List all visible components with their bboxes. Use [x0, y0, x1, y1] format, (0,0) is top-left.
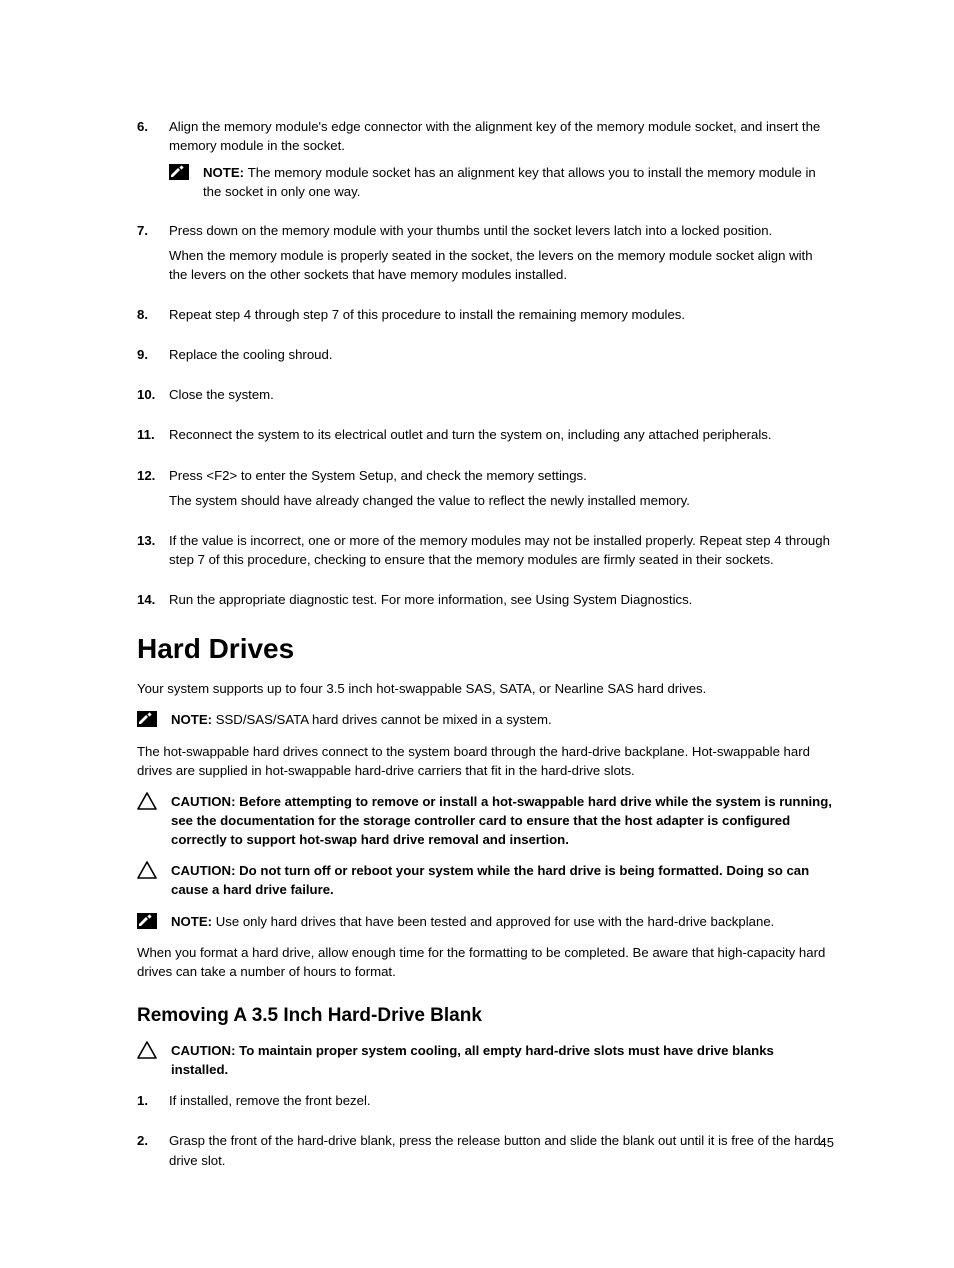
step-para: Repeat step 4 through step 7 of this pro… — [169, 305, 834, 324]
step-para: Grasp the front of the hard-drive blank,… — [169, 1131, 834, 1169]
step-number: 10. — [137, 385, 169, 410]
step-para: Run the appropriate diagnostic test. For… — [169, 590, 834, 609]
hd-intro-para: Your system supports up to four 3.5 inch… — [137, 679, 834, 698]
step-body: Press <F2> to enter the System Setup, an… — [169, 466, 834, 516]
note-icon — [169, 164, 189, 180]
step-body: Align the memory module's edge connector… — [169, 117, 834, 206]
step-item: 13.If the value is incorrect, one or mor… — [137, 531, 834, 575]
step-para: Reconnect the system to its electrical o… — [169, 425, 834, 444]
section-title-hard-drives: Hard Drives — [137, 633, 834, 665]
step-para: Close the system. — [169, 385, 834, 404]
note-icon — [137, 710, 157, 728]
caution-icon — [137, 792, 157, 810]
note-label: NOTE: — [171, 712, 216, 727]
step-note: NOTE: The memory module socket has an al… — [169, 163, 834, 201]
step-para: The system should have already changed t… — [169, 491, 834, 510]
subsection-title-removing-blank: Removing A 3.5 Inch Hard-Drive Blank — [137, 1005, 834, 1027]
hd-caution-1: CAUTION: Before attempting to remove or … — [137, 792, 834, 849]
step-para: Align the memory module's edge connector… — [169, 117, 834, 155]
step-body: Run the appropriate diagnostic test. For… — [169, 590, 834, 615]
step-item: 1.If installed, remove the front bezel. — [137, 1091, 834, 1116]
caution-label: CAUTION: — [171, 794, 239, 809]
step-para: Press down on the memory module with you… — [169, 221, 834, 240]
sub-caution: CAUTION: To maintain proper system cooli… — [137, 1041, 834, 1079]
step-item: 2.Grasp the front of the hard-drive blan… — [137, 1131, 834, 1175]
step-body: If the value is incorrect, one or more o… — [169, 531, 834, 575]
step-item: 8.Repeat step 4 through step 7 of this p… — [137, 305, 834, 330]
caution-label: CAUTION: — [171, 863, 239, 878]
step-body: Grasp the front of the hard-drive blank,… — [169, 1131, 834, 1175]
hd-note-2: NOTE: Use only hard drives that have bee… — [137, 912, 834, 931]
step-item: 12.Press <F2> to enter the System Setup,… — [137, 466, 834, 516]
step-body: Replace the cooling shroud. — [169, 345, 834, 370]
caution-icon — [137, 861, 157, 879]
step-item: 7.Press down on the memory module with y… — [137, 221, 834, 290]
step-item: 6.Align the memory module's edge connect… — [137, 117, 834, 206]
step-number: 9. — [137, 345, 169, 370]
step-number: 14. — [137, 590, 169, 615]
step-body: Close the system. — [169, 385, 834, 410]
step-para: If installed, remove the front bezel. — [169, 1091, 834, 1110]
step-para: Replace the cooling shroud. — [169, 345, 834, 364]
step-item: 14.Run the appropriate diagnostic test. … — [137, 590, 834, 615]
hd-caution-2: CAUTION: Do not turn off or reboot your … — [137, 861, 834, 899]
step-number: 13. — [137, 531, 169, 575]
caution-label: CAUTION: — [171, 1043, 239, 1058]
step-para: When the memory module is properly seate… — [169, 246, 834, 284]
note-icon — [137, 912, 157, 930]
caution-text: Do not turn off or reboot your system wh… — [171, 863, 809, 897]
hd-para-format: When you format a hard drive, allow enou… — [137, 943, 834, 981]
step-body: If installed, remove the front bezel. — [169, 1091, 834, 1116]
hd-para-backplane: The hot-swappable hard drives connect to… — [137, 742, 834, 780]
step-body: Reconnect the system to its electrical o… — [169, 425, 834, 450]
memory-install-steps: 6.Align the memory module's edge connect… — [137, 117, 834, 615]
note-label: NOTE: — [171, 914, 216, 929]
note-label: NOTE: — [203, 165, 248, 180]
note-text: Use only hard drives that have been test… — [216, 914, 775, 929]
page-number: 45 — [820, 1135, 834, 1150]
step-item: 9.Replace the cooling shroud. — [137, 345, 834, 370]
caution-icon — [137, 1041, 157, 1059]
step-number: 11. — [137, 425, 169, 450]
step-number: 12. — [137, 466, 169, 516]
step-para: If the value is incorrect, one or more o… — [169, 531, 834, 569]
note-text-wrap: NOTE: The memory module socket has an al… — [203, 163, 834, 201]
step-para: Press <F2> to enter the System Setup, an… — [169, 466, 834, 485]
step-number: 1. — [137, 1091, 169, 1116]
step-number: 8. — [137, 305, 169, 330]
caution-text: To maintain proper system cooling, all e… — [171, 1043, 774, 1077]
step-number: 7. — [137, 221, 169, 290]
step-item: 11.Reconnect the system to its electrica… — [137, 425, 834, 450]
caution-text: Before attempting to remove or install a… — [171, 794, 832, 847]
step-number: 6. — [137, 117, 169, 206]
removing-blank-steps: 1.If installed, remove the front bezel. 2… — [137, 1091, 834, 1175]
step-item: 10.Close the system. — [137, 385, 834, 410]
step-body: Press down on the memory module with you… — [169, 221, 834, 290]
note-text: The memory module socket has an alignmen… — [203, 165, 816, 199]
note-text: SSD/SAS/SATA hard drives cannot be mixed… — [216, 712, 552, 727]
hd-note-1: NOTE: SSD/SAS/SATA hard drives cannot be… — [137, 710, 834, 729]
step-number: 2. — [137, 1131, 169, 1175]
step-body: Repeat step 4 through step 7 of this pro… — [169, 305, 834, 330]
